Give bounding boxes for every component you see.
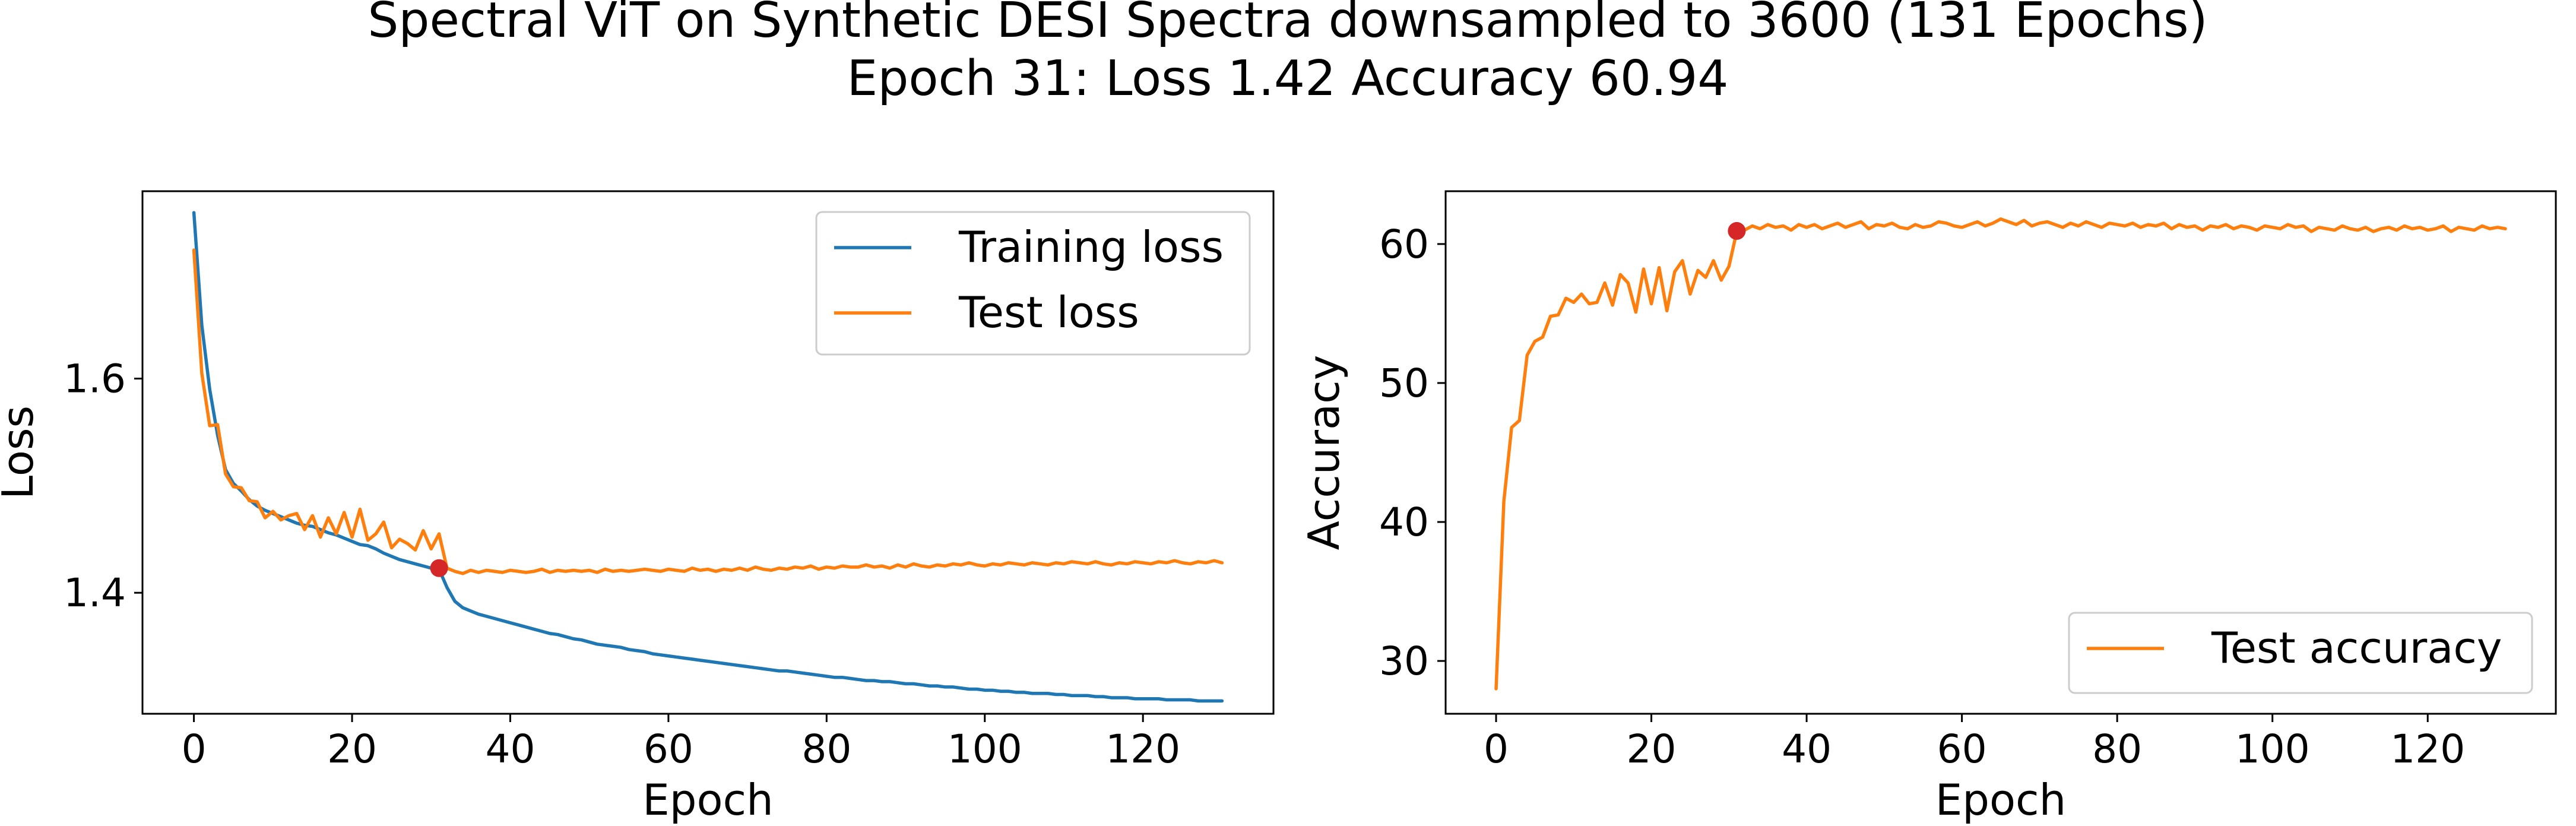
chart-1-ytick-label-50: 50: [1379, 360, 1429, 406]
chart-0-xtick-label-120: 120: [1105, 726, 1180, 772]
chart-0-xtick-label-100: 100: [948, 726, 1022, 772]
chart-1-ytick-label-30: 30: [1379, 638, 1429, 684]
chart-1-axes-frame: [1444, 190, 2557, 715]
chart-0-xtick-label-80: 80: [801, 726, 851, 772]
chart-1-xtick-label-100: 100: [2235, 726, 2310, 772]
chart-0-xtick-label-60: 60: [644, 726, 693, 772]
chart-1-xlabel: Epoch: [1935, 775, 2066, 825]
chart-1-legend-box: [2068, 612, 2533, 694]
chart-1-xtick-label-40: 40: [1782, 726, 1832, 772]
chart-1-xtick-label-0: 0: [1484, 726, 1509, 772]
chart-0-series-1-line: [192, 248, 1224, 575]
accuracy-chart: 0 20 40 60 80 100 12030405060EpochAccuracyTest…: [1299, 190, 2557, 825]
chart-1-highlight-point: [1728, 221, 1746, 240]
chart-1-ytick-label-60: 60: [1379, 221, 1429, 267]
chart-0-ylabel: Loss: [0, 406, 43, 499]
chart-0-ytick-label-1.4: 1.4: [64, 570, 126, 616]
chart-0-xtick-label-20: 20: [327, 726, 377, 772]
chart-1-xtick-label-120: 120: [2390, 726, 2465, 772]
chart-0-legend-label-1: Test loss: [958, 287, 1139, 337]
loss-chart: 0 20 40 60 80 100 120 1.4 1.6 Epoch Loss Training l…: [0, 190, 1275, 825]
chart-0-ytick-label-1.6: 1.6: [64, 356, 126, 402]
chart-0-xlabel: Epoch: [642, 775, 773, 825]
chart-1-xtick-label-60: 60: [1937, 726, 1987, 772]
chart-1-legend: Test accuracy: [2068, 612, 2533, 694]
chart-0-xtick-label-40: 40: [485, 726, 535, 772]
chart-0-xtick-label-0: 0: [182, 726, 207, 772]
figure-title-line1: Spectral ViT on Synthetic DESI Spectra d…: [367, 0, 2207, 49]
chart-1-legend-label-0: Test accuracy: [2211, 623, 2502, 673]
chart-0-legend: Training loss Test loss: [815, 211, 1251, 356]
chart-1-xtick-label-20: 20: [1627, 726, 1677, 772]
chart-0-series-0-line: [192, 211, 1224, 703]
figure-title-line2: Epoch 31: Loss 1.42 Accuracy 60.94: [847, 50, 1729, 107]
chart-1-series-0-line: [1494, 217, 2507, 691]
chart-0-legend-box: [815, 211, 1251, 356]
chart-1-ytick-label-40: 40: [1379, 499, 1429, 545]
chart-1-ylabel: Accuracy: [1299, 355, 1349, 550]
chart-0-legend-label-0: Training loss: [958, 222, 1224, 272]
chart-0-highlight-point: [430, 559, 448, 577]
chart-0-axes-frame: [141, 190, 1275, 715]
chart-1-xtick-label-80: 80: [2092, 726, 2142, 772]
